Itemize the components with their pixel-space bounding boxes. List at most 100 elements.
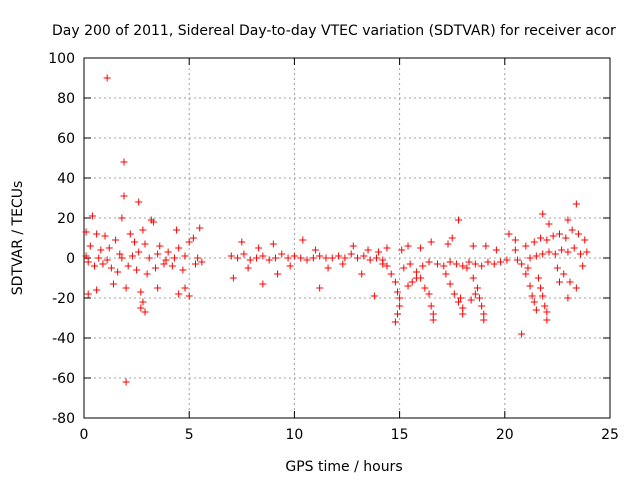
data-point — [448, 234, 456, 242]
data-points — [82, 74, 591, 386]
data-point — [572, 200, 580, 208]
data-point — [455, 216, 463, 224]
data-point — [93, 286, 101, 294]
data-point — [160, 260, 168, 268]
data-point — [316, 252, 324, 260]
data-point — [541, 302, 549, 310]
data-point — [421, 284, 429, 292]
data-point — [156, 242, 164, 250]
y-tick-label: -20 — [52, 291, 75, 307]
data-point — [364, 246, 372, 254]
data-point — [105, 244, 113, 252]
data-point — [109, 280, 117, 288]
x-tick-label: 10 — [285, 427, 303, 443]
data-point — [99, 260, 107, 268]
data-point — [118, 214, 126, 222]
data-point — [398, 246, 406, 254]
data-point — [545, 248, 553, 256]
axes: 0 5 10 15 20 25 -80 -60 -40 -20 0 20 40 60 80 100 — [48, 51, 619, 443]
data-point — [572, 284, 580, 292]
data-point — [444, 240, 452, 248]
data-point — [93, 230, 101, 238]
data-point — [139, 298, 147, 306]
data-point — [473, 284, 481, 292]
data-point — [412, 274, 420, 282]
data-point — [574, 230, 582, 238]
data-point — [459, 262, 467, 270]
data-point — [457, 294, 465, 302]
data-point — [383, 244, 391, 252]
data-point — [128, 252, 136, 260]
data-point — [135, 248, 143, 256]
data-point — [189, 234, 197, 242]
data-point — [553, 264, 561, 272]
data-point — [497, 258, 505, 266]
data-point — [82, 228, 90, 236]
data-point — [387, 270, 395, 278]
data-point — [168, 262, 176, 270]
data-point — [450, 290, 458, 298]
data-point — [467, 296, 475, 304]
data-point — [455, 298, 463, 306]
data-point — [581, 236, 589, 244]
data-point — [476, 294, 484, 302]
data-point — [316, 284, 324, 292]
data-point — [406, 260, 414, 268]
data-point — [556, 230, 564, 238]
x-tick-label: 20 — [496, 427, 514, 443]
data-point — [339, 260, 347, 268]
x-tick-label: 0 — [80, 427, 89, 443]
data-point — [122, 378, 130, 386]
data-point — [539, 250, 547, 258]
data-point — [196, 224, 204, 232]
data-point — [404, 242, 412, 250]
data-point — [118, 254, 126, 262]
data-point — [465, 258, 473, 266]
y-tick-label: -40 — [52, 331, 75, 347]
data-point — [564, 294, 572, 302]
data-point — [429, 310, 437, 318]
data-point — [120, 192, 128, 200]
data-point — [246, 256, 254, 264]
data-point — [532, 306, 540, 314]
data-point — [284, 254, 292, 262]
data-point — [518, 330, 526, 338]
data-point — [152, 264, 160, 272]
data-point — [505, 230, 513, 238]
data-point — [244, 264, 252, 272]
y-tick-label: 0 — [66, 251, 75, 267]
data-point — [560, 270, 568, 278]
data-point — [396, 302, 404, 310]
x-tick-label: 5 — [185, 427, 194, 443]
data-point — [84, 290, 92, 298]
data-point — [412, 268, 420, 276]
data-point — [480, 316, 488, 324]
data-point — [534, 274, 542, 282]
data-point — [259, 252, 267, 260]
data-point — [522, 270, 530, 278]
data-point — [566, 278, 574, 286]
data-point — [173, 226, 181, 234]
data-point — [139, 226, 147, 234]
data-point — [341, 254, 349, 262]
data-point — [265, 256, 273, 264]
x-tick-label: 15 — [391, 427, 409, 443]
data-point — [391, 318, 399, 326]
data-point — [175, 290, 183, 298]
data-point — [375, 248, 383, 256]
data-point — [328, 254, 336, 262]
data-point — [459, 304, 467, 312]
data-point — [297, 254, 305, 262]
data-point — [425, 290, 433, 298]
data-point — [446, 280, 454, 288]
data-point — [469, 242, 477, 250]
data-point — [175, 244, 183, 252]
data-point — [133, 266, 141, 274]
data-point — [545, 220, 553, 228]
data-point — [427, 238, 435, 246]
data-point — [141, 240, 149, 248]
data-point — [404, 282, 412, 290]
data-point — [537, 284, 545, 292]
data-point — [579, 262, 587, 270]
data-point — [234, 254, 242, 262]
